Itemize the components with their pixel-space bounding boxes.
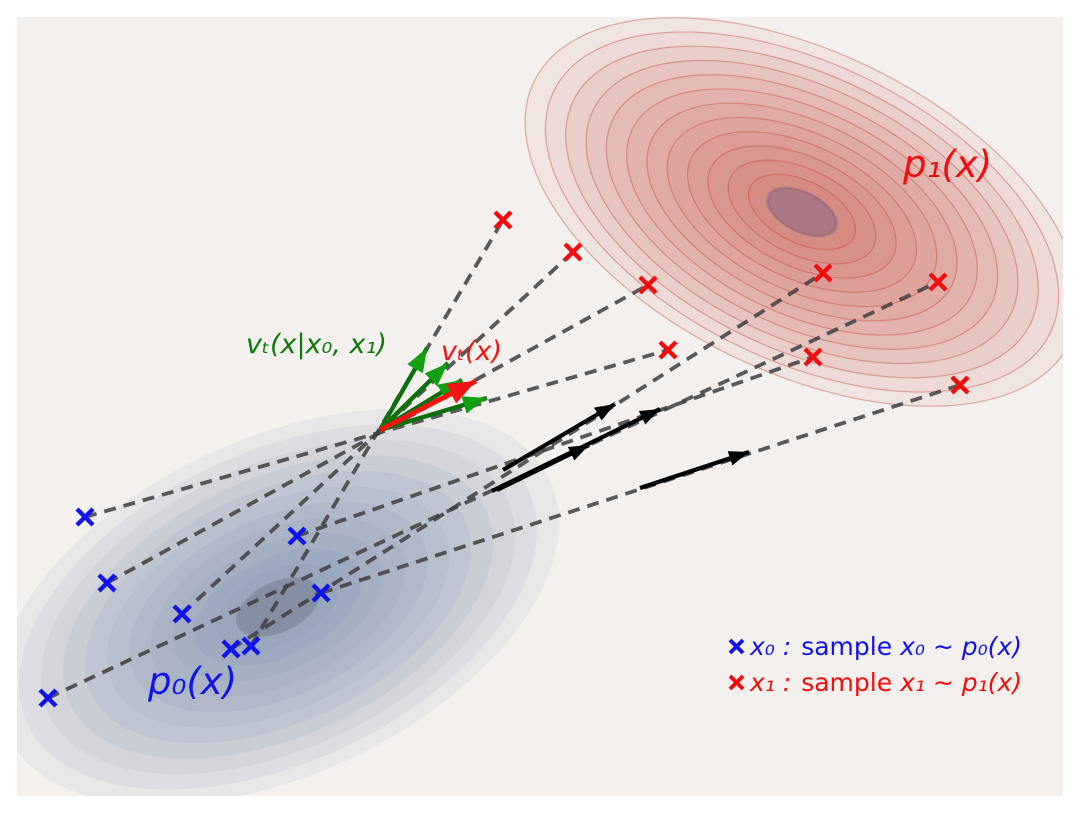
x1-marker (950, 375, 970, 395)
trajectory-line (296, 355, 814, 538)
p1-distribution-level (707, 145, 897, 279)
p0-distribution-level (106, 486, 450, 728)
p1-distribution-level (626, 88, 978, 336)
p1-distribution-core (766, 186, 838, 238)
p0-distribution-level (194, 548, 362, 666)
x0-marker (172, 604, 192, 624)
p1-distribution-level (524, 17, 1063, 407)
x1-marker (563, 242, 583, 262)
x1-marker (928, 272, 948, 292)
p1-distribution-level (565, 45, 1039, 379)
p0-distribution-label: p₀(x) (148, 660, 238, 703)
p0-distribution-level (40, 439, 516, 775)
p0-distribution-core (235, 577, 321, 637)
trajectory-line (84, 348, 669, 519)
figure-canvas (17, 17, 1063, 796)
trajectory-line (229, 271, 825, 651)
conditional-vector-label: vₜ(x|x₀, x₁) (246, 329, 387, 360)
x0-marker (311, 583, 331, 603)
x-marker-icon (728, 674, 745, 691)
x1-marker (813, 263, 833, 283)
legend-item-x0: x₀ : sample x₀ ∼ p₀(x) (727, 632, 1022, 661)
trajectory-line (320, 383, 961, 595)
conditional-vector-arrow (378, 346, 429, 432)
p1-distribution-level (686, 131, 918, 293)
marginal-vector-label: vₜ(x) (441, 336, 502, 367)
p0-distribution-level (84, 470, 472, 744)
p0-distribution-level (62, 455, 494, 759)
p1-distribution-level (646, 102, 958, 322)
x-marker-icon (728, 638, 745, 655)
p0-distribution-level (216, 563, 340, 651)
p1-distribution (524, 17, 1063, 407)
p1-distribution-level (605, 74, 999, 350)
flow-vector-arrows (491, 402, 750, 493)
p1-distribution-level (768, 188, 836, 236)
p0-distribution-level (18, 424, 538, 790)
legend: x₀ : sample x₀ ∼ p₀(x) x₁ : sample x₁ ∼ … (727, 632, 1022, 697)
legend-item-x1: x₁ : sample x₁ ∼ p₁(x) (727, 668, 1022, 697)
vector-field-arrows (378, 346, 488, 433)
marginal-vector-arrow (378, 378, 478, 433)
legend-x0-dist: x₀ ∼ p₀(x) (900, 632, 1022, 661)
p0-distribution-level (17, 408, 560, 796)
p1-distribution-label: p₁(x) (903, 143, 993, 186)
x1-marker (803, 347, 823, 367)
flow-matching-plot (17, 17, 1063, 796)
p1-distribution-level (727, 159, 877, 265)
legend-x0-symbol: x₀ : (750, 632, 792, 661)
x0-marker (97, 573, 117, 593)
p0-distribution-level (128, 501, 428, 713)
legend-x0-word: sample (801, 632, 893, 661)
x0-marker (221, 639, 241, 659)
density-contours (17, 17, 1063, 796)
p0-distribution-level (238, 579, 318, 635)
p0-distribution (17, 408, 560, 796)
legend-x1-dist: x₁ ∼ p₁(x) (900, 668, 1022, 697)
flow-vector-arrow (496, 443, 590, 492)
p1-distribution-level (585, 59, 1019, 365)
x0-marker (241, 636, 261, 656)
p1-distribution-level (544, 31, 1060, 393)
sample-markers (38, 210, 970, 708)
x0-marker (287, 526, 307, 546)
x1-marker (493, 210, 513, 230)
x1-marker (638, 275, 658, 295)
flow-vector-arrow (501, 402, 617, 472)
flow-vector-arrow (639, 450, 750, 490)
legend-x1-word: sample (801, 668, 893, 697)
x1-marker (658, 340, 678, 360)
x0-marker (75, 507, 95, 527)
conditional-vector-arrow (378, 361, 450, 432)
legend-x1-symbol: x₁ : (750, 668, 792, 697)
x0-marker (38, 688, 58, 708)
